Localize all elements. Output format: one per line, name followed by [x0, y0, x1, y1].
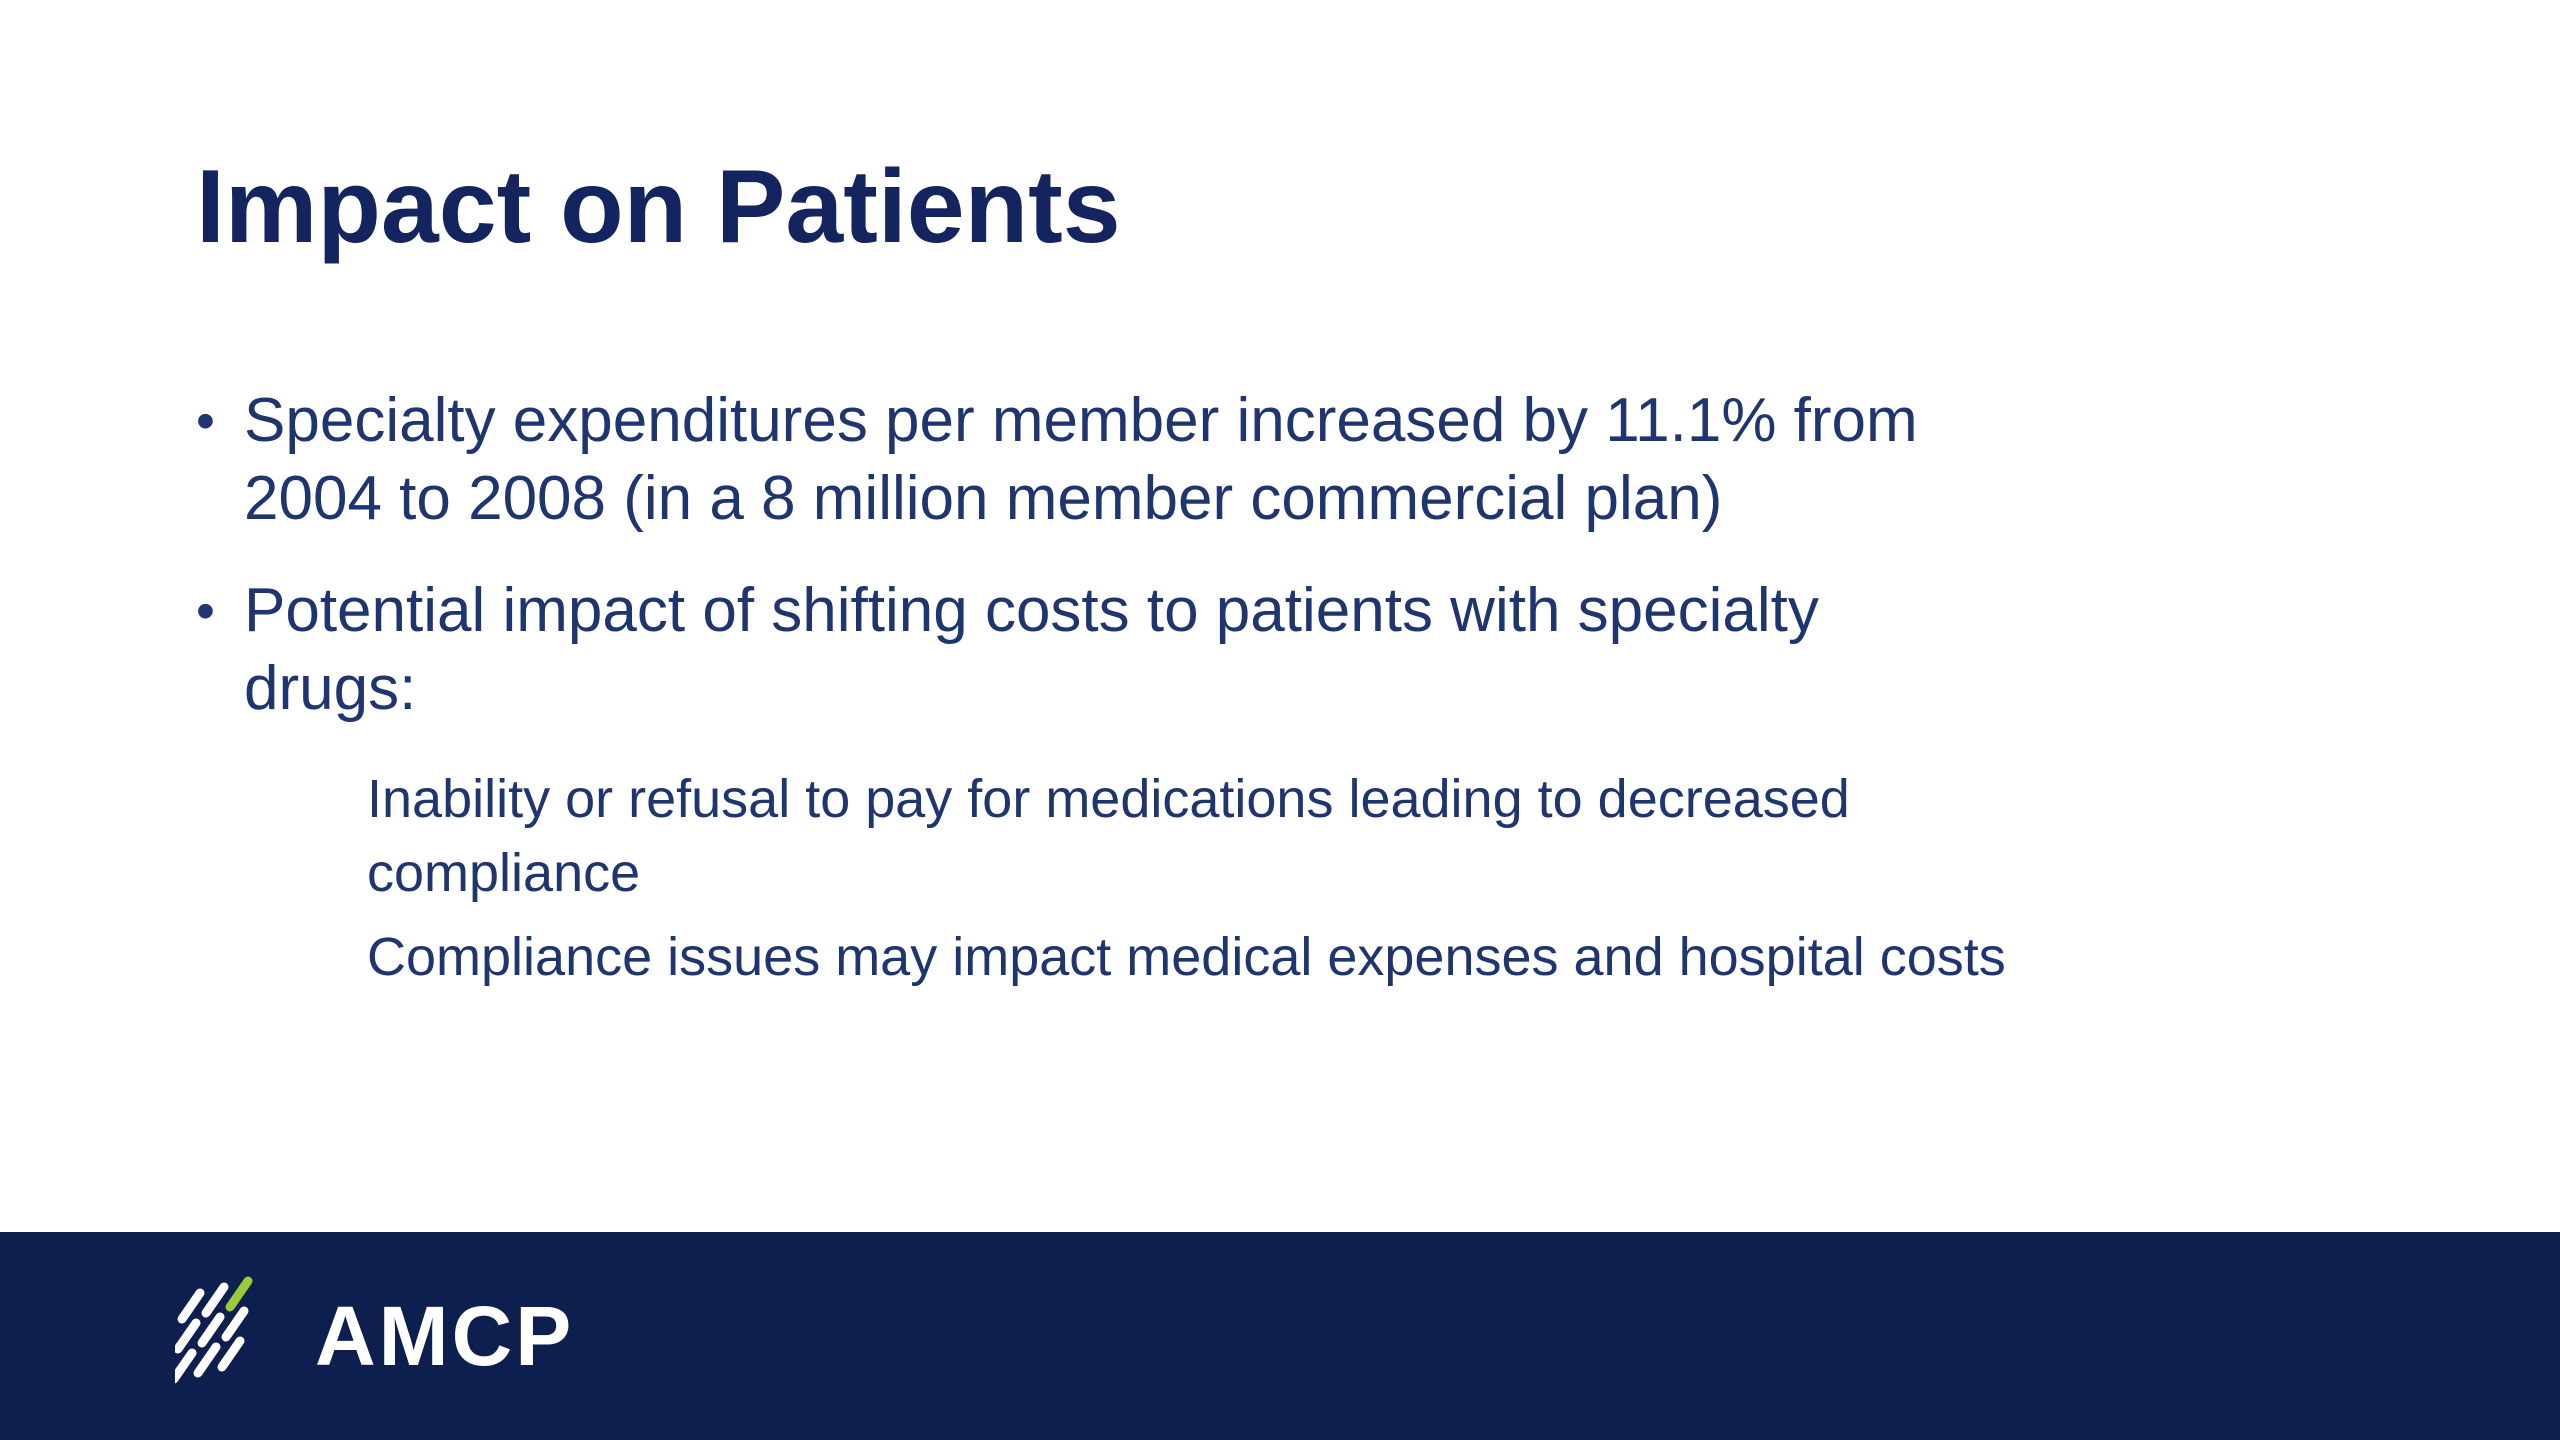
sub-bullet-text: Compliance issues may impact medical exp…	[367, 927, 2006, 988]
bullet-list: • Specialty expenditures per member incr…	[196, 382, 2306, 994]
bullet-marker: •	[196, 391, 215, 452]
bullet-text: Specialty expenditures per member increa…	[244, 386, 1918, 534]
bullet-item: • Specialty expenditures per member incr…	[196, 382, 2306, 538]
sub-bullet-list: Inability or refusal to pay for medicati…	[367, 762, 2306, 994]
amcp-logo-icon	[175, 1276, 253, 1384]
amcp-logo-text: AMCP	[315, 1288, 575, 1383]
bullet-item: • Potential impact of shifting costs to …	[196, 572, 2306, 728]
slide-title: Impact on Patients	[196, 149, 1121, 265]
footer-bar: AMCP	[0, 1232, 2560, 1440]
bullet-marker: •	[196, 581, 215, 642]
amcp-logo: AMCP	[175, 1276, 574, 1396]
slide-content: Impact on Patients • Specialty expenditu…	[196, 149, 2306, 994]
bullet-text: Potential impact of shifting costs to pa…	[244, 576, 1819, 724]
sub-bullet-text: Inability or refusal to pay for medicati…	[367, 769, 1850, 904]
